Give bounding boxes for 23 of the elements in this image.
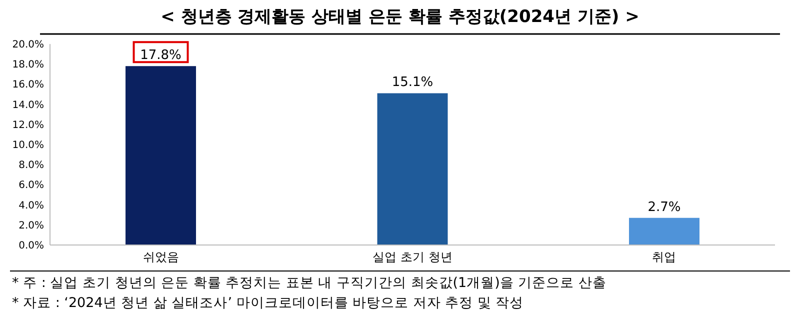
y-tick-label: 2.0% bbox=[18, 220, 44, 232]
y-tick-label: 4.0% bbox=[18, 200, 44, 212]
text: * 자료 : ‘2024년 청년 삶 실태조사’ 마이크로데이터를 바탕으로 저자 추정 및 작성 bbox=[12, 295, 524, 311]
x-tick-label: 취업 bbox=[652, 250, 676, 264]
text: * 주 : 실업 초기 청년의 은둔 확률 추정치는 표본 내 구직기간의 최솟값(1개월)을 기준으로 산출 bbox=[12, 275, 606, 291]
bar bbox=[126, 66, 196, 245]
data-label: 17.8% bbox=[140, 48, 182, 64]
chart-title: < 청년층 경제활동 상태별 은둔 확률 추정값(2024년 기준) > bbox=[160, 7, 640, 27]
bar bbox=[628, 218, 700, 245]
x-tick-label: 실업 초기 청년 bbox=[372, 250, 452, 264]
data-label: 15.1% bbox=[392, 75, 434, 90]
x-tick-label: 쉬었음 bbox=[142, 250, 179, 264]
y-tick-label: 0.0% bbox=[18, 240, 44, 252]
y-tick-label: 20.0% bbox=[12, 40, 44, 50]
data-label: 2.7% bbox=[648, 200, 681, 215]
y-tick-label: 6.0% bbox=[18, 180, 44, 192]
bar bbox=[377, 93, 448, 245]
y-tick-label: 10.0% bbox=[12, 140, 44, 151]
y-tick-label: 12.0% bbox=[12, 120, 44, 131]
y-tick-label: 8.0% bbox=[18, 160, 44, 172]
y-tick-label: 18.0% bbox=[12, 60, 44, 71]
y-tick-label: 14.0% bbox=[12, 100, 44, 111]
y-tick-label: 16.0% bbox=[12, 80, 44, 91]
